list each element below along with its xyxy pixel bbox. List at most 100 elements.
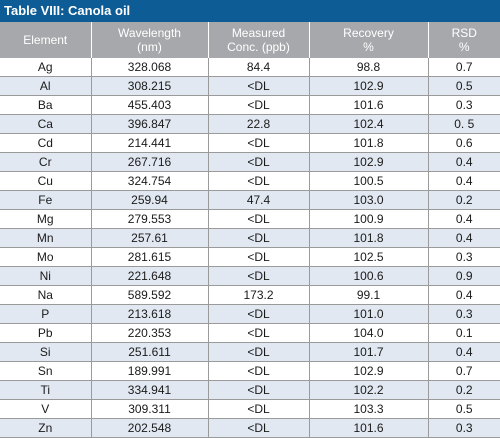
cell-recovery: 101.7 (309, 343, 428, 362)
cell-measured-conc: <DL (208, 134, 309, 153)
cell-wavelength: 251.611 (91, 343, 208, 362)
cell-recovery: 102.9 (309, 77, 428, 96)
cell-rsd: 0.3 (428, 96, 500, 115)
cell-rsd: 0.6 (428, 134, 500, 153)
cell-element: Ti (0, 381, 91, 400)
cell-element: Cd (0, 134, 91, 153)
cell-element: Ag (0, 58, 91, 77)
cell-element: Na (0, 286, 91, 305)
cell-recovery: 100.6 (309, 267, 428, 286)
cell-measured-conc: <DL (208, 77, 309, 96)
cell-measured-conc: <DL (208, 248, 309, 267)
column-header-line: (nm) (92, 40, 208, 54)
cell-element: Zn (0, 419, 91, 438)
cell-measured-conc: 84.4 (208, 58, 309, 77)
cell-rsd: 0.4 (428, 153, 500, 172)
column-header-line: RSD (429, 26, 500, 40)
cell-rsd: 0.3 (428, 248, 500, 267)
cell-measured-conc: <DL (208, 267, 309, 286)
cell-wavelength: 324.754 (91, 172, 208, 191)
cell-rsd: 0.4 (428, 172, 500, 191)
cell-element: P (0, 305, 91, 324)
column-header-line: Element (0, 33, 91, 47)
cell-rsd: 0.5 (428, 400, 500, 419)
table-title: Table VIII: Canola oil (0, 0, 500, 22)
cell-measured-conc: <DL (208, 324, 309, 343)
cell-rsd: 0.3 (428, 305, 500, 324)
cell-element: Mo (0, 248, 91, 267)
cell-rsd: 0.1 (428, 324, 500, 343)
cell-wavelength: 213.618 (91, 305, 208, 324)
cell-recovery: 102.9 (309, 153, 428, 172)
cell-recovery: 102.2 (309, 381, 428, 400)
cell-measured-conc: <DL (208, 229, 309, 248)
cell-rsd: 0.2 (428, 191, 500, 210)
cell-measured-conc: <DL (208, 305, 309, 324)
cell-recovery: 102.5 (309, 248, 428, 267)
column-header-line: % (429, 40, 500, 54)
cell-measured-conc: <DL (208, 343, 309, 362)
cell-recovery: 100.5 (309, 172, 428, 191)
cell-wavelength: 220.353 (91, 324, 208, 343)
cell-recovery: 103.3 (309, 400, 428, 419)
cell-measured-conc: 173.2 (208, 286, 309, 305)
column-header-line: Conc. (ppb) (209, 40, 309, 54)
cell-rsd: 0.4 (428, 286, 500, 305)
column-header-recovery: Recovery% (309, 22, 428, 58)
column-header-line: % (310, 40, 428, 54)
cell-element: Al (0, 77, 91, 96)
cell-wavelength: 308.215 (91, 77, 208, 96)
cell-rsd: 0.4 (428, 343, 500, 362)
cell-recovery: 100.9 (309, 210, 428, 229)
cell-recovery: 98.8 (309, 58, 428, 77)
cell-recovery: 102.4 (309, 115, 428, 134)
cell-wavelength: 214.441 (91, 134, 208, 153)
cell-measured-conc: 47.4 (208, 191, 309, 210)
cell-measured-conc: <DL (208, 381, 309, 400)
cell-wavelength: 189.991 (91, 362, 208, 381)
cell-wavelength: 281.615 (91, 248, 208, 267)
column-header-line: Wavelength (92, 26, 208, 40)
cell-wavelength: 396.847 (91, 115, 208, 134)
cell-element: Fe (0, 191, 91, 210)
cell-recovery: 101.8 (309, 229, 428, 248)
cell-element: Sn (0, 362, 91, 381)
cell-measured-conc: <DL (208, 96, 309, 115)
cell-measured-conc: <DL (208, 210, 309, 229)
cell-measured-conc: <DL (208, 362, 309, 381)
cell-recovery: 101.6 (309, 96, 428, 115)
cell-wavelength: 334.941 (91, 381, 208, 400)
cell-rsd: 0.3 (428, 419, 500, 438)
cell-rsd: 0.9 (428, 267, 500, 286)
cell-wavelength: 202.548 (91, 419, 208, 438)
cell-recovery: 102.9 (309, 362, 428, 381)
cell-wavelength: 267.716 (91, 153, 208, 172)
cell-wavelength: 279.553 (91, 210, 208, 229)
cell-recovery: 104.0 (309, 324, 428, 343)
cell-measured-conc: <DL (208, 153, 309, 172)
cell-element: Cu (0, 172, 91, 191)
cell-rsd: 0.7 (428, 362, 500, 381)
cell-wavelength: 328.068 (91, 58, 208, 77)
cell-element: Ca (0, 115, 91, 134)
cell-wavelength: 455.403 (91, 96, 208, 115)
cell-element: Ba (0, 96, 91, 115)
column-header-element: Element (0, 22, 91, 58)
